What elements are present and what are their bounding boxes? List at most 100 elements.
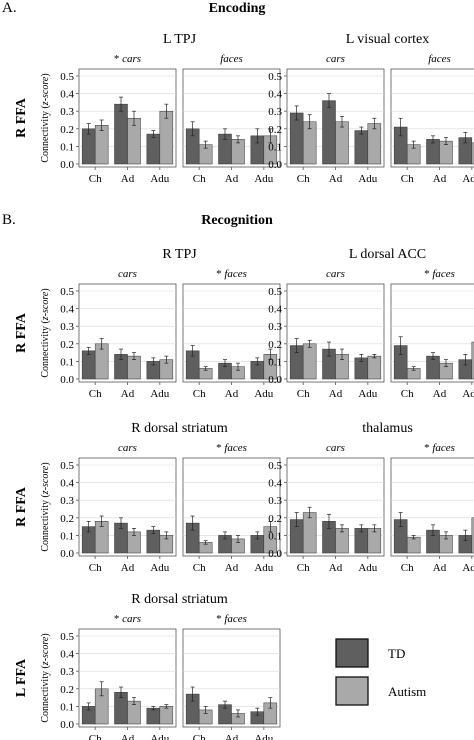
bar-td (114, 103, 128, 165)
x-tick-label: Adu (358, 173, 377, 185)
x-tick-label: Ad (433, 173, 447, 185)
region-title: L TPJ (163, 32, 197, 47)
x-tick-label: Adu (462, 173, 474, 185)
x-tick-label: Adu (254, 733, 273, 740)
x-tick-label: Ch (297, 173, 310, 185)
bar-td (354, 130, 369, 165)
bar-autism (367, 123, 382, 165)
y-tick-label: 0.0 (268, 374, 282, 386)
x-tick-label: Ad (225, 173, 239, 185)
x-tick-label: Adu (150, 562, 169, 574)
row-label: R FFA (14, 97, 29, 138)
x-tick-label: Ad (433, 562, 447, 574)
bar-autism (159, 706, 174, 725)
x-tick-label: Adu (358, 562, 377, 574)
facet-label: * faces (216, 268, 247, 280)
x-tick-label: Ch (193, 733, 206, 740)
x-tick-label: Ad (329, 562, 343, 574)
x-tick-label: Ch (401, 173, 414, 185)
y-tick-label: 0.3 (60, 106, 74, 118)
y-tick-label: 0.0 (60, 719, 74, 731)
y-tick-label: 0.4 (268, 89, 282, 101)
y-tick-label: 0.2 (60, 124, 74, 136)
legend-swatch (335, 676, 369, 706)
row-label: R FFA (14, 312, 29, 353)
y-tick-label: 0.5 (268, 71, 282, 83)
chart-6: thalamus cars 0.0 0.1 0.2 0.3 0.4 0.5 Ch Ad Adu * f… (268, 421, 474, 574)
facet-label: cars (326, 53, 345, 65)
x-tick-label: Adu (150, 733, 169, 740)
facet-label: * cars (114, 613, 141, 625)
y-axis-label: Connectivity (z-score) (40, 633, 51, 722)
y-tick-label: 0.1 (268, 356, 282, 368)
bar-autism (471, 517, 474, 554)
y-tick-label: 0.0 (60, 548, 74, 560)
x-tick-label: Adu (254, 562, 273, 574)
bar-td (146, 707, 161, 725)
facet-label: cars (118, 268, 137, 280)
legend-label: TD (388, 646, 405, 661)
y-tick-label: 0.5 (60, 631, 74, 643)
x-tick-label: Ad (121, 388, 135, 400)
x-tick-label: Ch (401, 388, 414, 400)
y-tick-label: 0.4 (60, 649, 74, 661)
chart-1: L TPJ R FFA Connectivity (z-score) * cars 0.… (14, 32, 281, 185)
bar-autism (302, 343, 317, 380)
x-tick-label: Ch (89, 173, 102, 185)
y-tick-label: 0.4 (268, 304, 282, 316)
section-title: Recognition (201, 213, 273, 228)
y-tick-label: 0.3 (268, 495, 282, 507)
x-tick-label: Adu (358, 388, 377, 400)
y-tick-label: 0.2 (60, 684, 74, 696)
facet-label: * faces (216, 442, 247, 454)
y-tick-label: 0.4 (60, 89, 74, 101)
section-label: B. (2, 212, 16, 228)
x-tick-label: Ad (121, 562, 135, 574)
x-tick-label: Ad (225, 562, 239, 574)
section-label: A. (2, 0, 17, 16)
y-tick-label: 0.0 (268, 159, 282, 171)
region-title: L dorsal ACC (349, 247, 426, 262)
region-title: R dorsal striatum (131, 592, 228, 607)
y-tick-label: 0.4 (268, 478, 282, 490)
y-tick-label: 0.2 (268, 513, 282, 525)
x-tick-label: Ad (225, 388, 239, 400)
x-tick-label: Ad (329, 173, 343, 185)
x-tick-label: Ch (89, 562, 102, 574)
facet-label: * faces (424, 268, 455, 280)
facet-label: cars (326, 268, 345, 280)
x-tick-label: Ad (121, 733, 135, 740)
facet-label: * cars (114, 53, 141, 65)
bar-autism (159, 110, 174, 165)
y-tick-label: 0.5 (60, 71, 74, 83)
y-tick-label: 0.5 (268, 460, 282, 472)
facet-label: cars (326, 442, 345, 454)
y-tick-label: 0.1 (268, 530, 282, 542)
y-tick-label: 0.3 (60, 321, 74, 333)
x-tick-label: Adu (462, 562, 474, 574)
y-tick-label: 0.5 (268, 286, 282, 298)
x-tick-label: Adu (150, 173, 169, 185)
facet-label: cars (118, 442, 137, 454)
y-tick-label: 0.5 (60, 460, 74, 472)
x-tick-label: Ad (329, 388, 343, 400)
x-tick-label: Ad (121, 173, 135, 185)
y-tick-label: 0.3 (60, 495, 74, 507)
y-tick-label: 0.0 (60, 159, 74, 171)
facet-label: faces (428, 53, 451, 65)
y-tick-label: 0.2 (268, 124, 282, 136)
y-tick-label: 0.4 (60, 304, 74, 316)
bar-td (322, 100, 336, 165)
bar-td (289, 112, 304, 165)
legend-swatch (335, 638, 369, 668)
y-tick-label: 0.0 (60, 374, 74, 386)
row-label: R FFA (14, 486, 29, 527)
x-tick-label: Adu (254, 173, 273, 185)
bar-td (146, 133, 161, 165)
x-tick-label: Adu (462, 388, 474, 400)
y-tick-label: 0.3 (268, 321, 282, 333)
x-tick-label: Adu (254, 388, 273, 400)
y-tick-label: 0.1 (268, 141, 282, 153)
x-tick-label: Ch (89, 733, 102, 740)
